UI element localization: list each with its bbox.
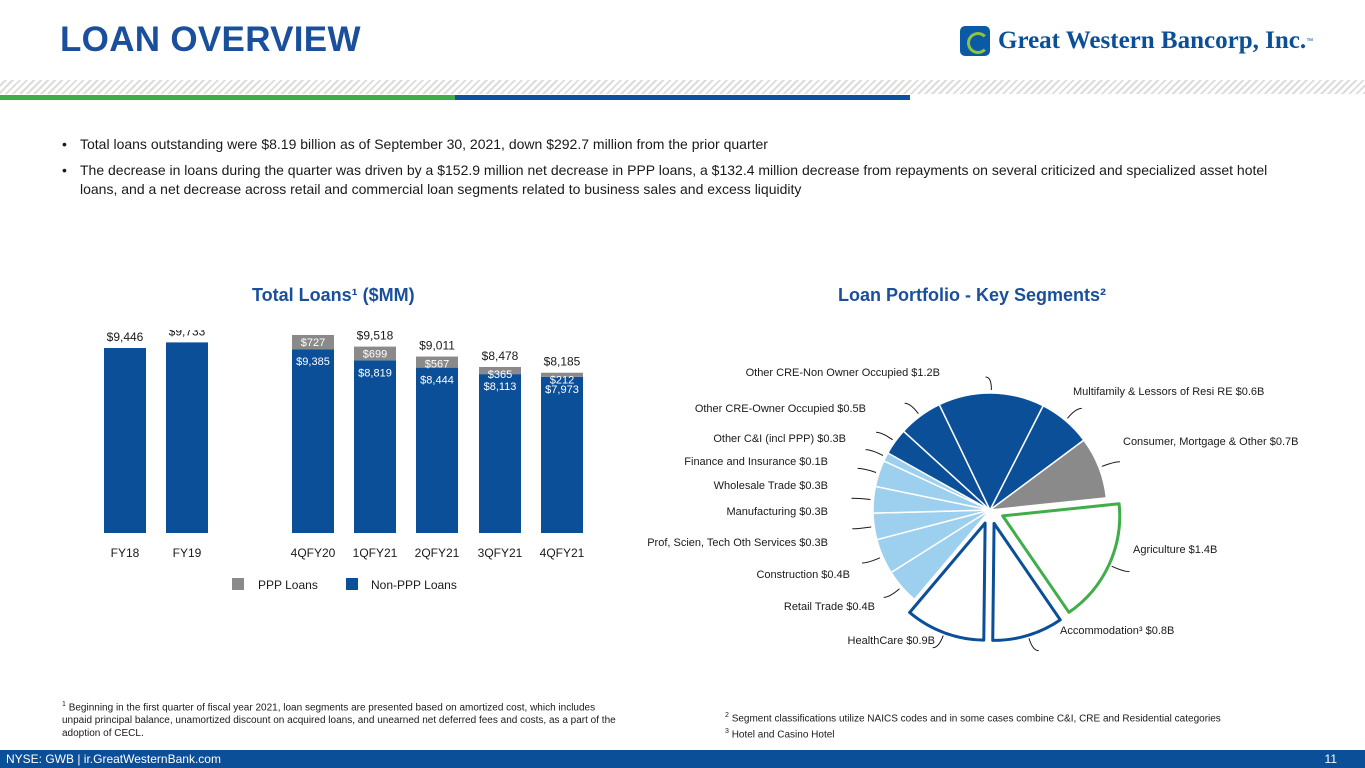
logo-mark-icon — [960, 26, 990, 56]
footnote-1-number: 1 — [62, 701, 66, 708]
footnotes-2-3: 2 Segment classifications utilize NAICS … — [725, 709, 1325, 742]
pie-leader-line — [876, 431, 893, 441]
logo-trademark: ™ — [1306, 37, 1314, 45]
bar-ppp-label: $567 — [425, 359, 449, 371]
bullet-item: The decrease in loans during the quarter… — [62, 161, 1292, 199]
pie-slice-label: Finance and Insurance $0.1B — [684, 456, 828, 468]
bar-non-ppp-label: $8,444 — [420, 375, 454, 387]
footnote-3-text: Hotel and Casino Hotel — [731, 729, 835, 741]
bar-non-ppp — [541, 376, 583, 533]
x-tick-label: 4QFY21 — [540, 546, 585, 560]
bar-non-ppp — [166, 342, 208, 533]
footnote-2-text: Segment classifications utilize NAICS co… — [731, 713, 1221, 725]
footnote-3-number: 3 — [725, 728, 729, 736]
footnote-1: 1 Beginning in the first quarter of fisc… — [62, 698, 622, 740]
bar-chart-title: Total Loans¹ ($MM) — [252, 285, 415, 305]
bar-ppp-label: $212 — [550, 375, 574, 387]
pie-leader-line — [857, 467, 877, 473]
bullet-item: Total loans outstanding were $8.19 billi… — [62, 135, 1292, 154]
pie-slice — [938, 392, 1044, 511]
bar-ppp — [292, 334, 334, 350]
pie-leader-line — [904, 402, 919, 415]
pie-slice-label: Wholesale Trade $0.3B — [714, 480, 828, 492]
logo-text: Great Western Bancorp, Inc. — [998, 27, 1307, 54]
pie-leader-line — [883, 588, 900, 598]
x-tick-label: FY18 — [111, 546, 140, 560]
bar-total-label: $9,446 — [107, 330, 144, 344]
pie-slice — [991, 521, 1062, 642]
pie-leader-line — [1101, 461, 1120, 467]
pie-slice-label: Accommodation³ $0.8B — [1060, 625, 1174, 637]
pie-slice — [1001, 502, 1122, 614]
header-green-stripe — [0, 95, 455, 100]
pie-slice-label: Retail Trade $0.4B — [784, 601, 875, 613]
x-tick-label: FY19 — [173, 546, 202, 560]
pie-slice-label: Other CRE-Owner Occupied $0.5B — [695, 403, 866, 415]
x-tick-label: 4QFY20 — [291, 546, 336, 560]
bar-non-ppp — [292, 349, 334, 533]
bar-non-ppp — [354, 360, 396, 533]
legend-swatch-non-ppp — [346, 578, 358, 590]
x-tick-label: 1QFY21 — [353, 546, 398, 560]
footnote-2-number: 2 — [725, 712, 729, 719]
bar-ppp-label: $727 — [301, 337, 325, 349]
bar-non-ppp — [104, 348, 146, 533]
pie-slice — [989, 439, 1108, 511]
bar-non-ppp-label: $8,819 — [358, 367, 392, 379]
legend-label-non-ppp: Non-PPP Loans — [371, 578, 457, 592]
pie-slice-label: Multifamily & Lessors of Resi RE $0.6B — [1073, 386, 1264, 398]
header-blue-stripe — [455, 95, 910, 100]
page-title: LOAN OVERVIEW — [60, 20, 361, 59]
pie-leader-line — [852, 526, 872, 530]
bar-non-ppp-label: $9,385 — [296, 356, 330, 368]
bar-ppp — [541, 372, 583, 377]
x-tick-label: 3QFY21 — [478, 546, 523, 560]
page-number: 11 — [1324, 752, 1337, 766]
bar-total-label: $8,478 — [482, 349, 519, 363]
x-tick-label: 2QFY21 — [415, 546, 460, 560]
legend-label-ppp: PPP Loans — [258, 578, 318, 592]
pie-leader-line — [1028, 638, 1039, 652]
pie-slice-label: Construction $0.4B — [756, 569, 850, 581]
loan-portfolio-pie-chart: Multifamily & Lessors of Resi RE $0.6B Co… — [647, 367, 1298, 652]
bar-non-ppp-label: $8,113 — [484, 381, 517, 393]
bar-non-ppp-label: $7,973 — [545, 384, 579, 396]
pie-slice-label: Prof, Scien, Tech Oth Services $0.3B — [647, 537, 828, 549]
pie-slice — [908, 521, 987, 642]
header-hatch-divider — [0, 80, 1365, 94]
pie-leader-line — [1111, 565, 1130, 573]
pie-leader-line — [932, 635, 944, 649]
pie-slice-label: Manufacturing $0.3B — [726, 506, 828, 518]
pie-leader-line — [1067, 407, 1082, 419]
footer-bar: NYSE: GWB | ir.GreatWesternBank.com 11 — [0, 750, 1365, 768]
bar-total-label: $9,518 — [357, 330, 394, 343]
bar-ppp-label: $365 — [488, 369, 512, 381]
pie-leader-line — [865, 449, 884, 456]
bar-total-label: $8,185 — [544, 355, 581, 369]
pie-leader-line — [862, 557, 881, 564]
pie-leader-line — [985, 376, 992, 391]
bar-total-label: $9,733 — [169, 330, 206, 338]
bar-ppp — [354, 346, 396, 361]
bar-non-ppp — [479, 374, 521, 533]
bar-non-ppp — [416, 367, 458, 533]
footnote-1-text: Beginning in the first quarter of fiscal… — [62, 702, 616, 740]
bar-ppp — [479, 366, 521, 375]
footer-ticker-link[interactable]: NYSE: GWB | ir.GreatWesternBank.com — [6, 752, 221, 766]
bar-total-label: $10,112 — [292, 330, 335, 331]
pie-slice-label: HealthCare $0.9B — [848, 635, 935, 647]
summary-bullets: Total loans outstanding were $8.19 billi… — [62, 135, 1292, 206]
pie-leader-line — [851, 497, 871, 500]
company-logo: Great Western Bancorp, Inc. ™ — [960, 26, 1313, 56]
bar-ppp-label: $699 — [363, 349, 387, 361]
bar-total-label: $9,011 — [419, 339, 455, 353]
pie-slice-label: Consumer, Mortgage & Other $0.7B — [1123, 436, 1298, 448]
bar-ppp — [416, 356, 458, 368]
pie-chart-title: Loan Portfolio - Key Segments² — [838, 285, 1107, 305]
pie-slice-label: Agriculture $1.4B — [1133, 544, 1217, 556]
pie-slice-label: Other C&I (incl PPP) $0.3B — [713, 433, 846, 445]
pie-slice-label: Other CRE-Non Owner Occupied $1.2B — [746, 367, 940, 379]
legend-swatch-ppp — [232, 578, 244, 590]
total-loans-bar-chart: $9,446 FY18 $9,733 FY19 $727 $9,385 $10,112 4QF… — [104, 330, 585, 592]
